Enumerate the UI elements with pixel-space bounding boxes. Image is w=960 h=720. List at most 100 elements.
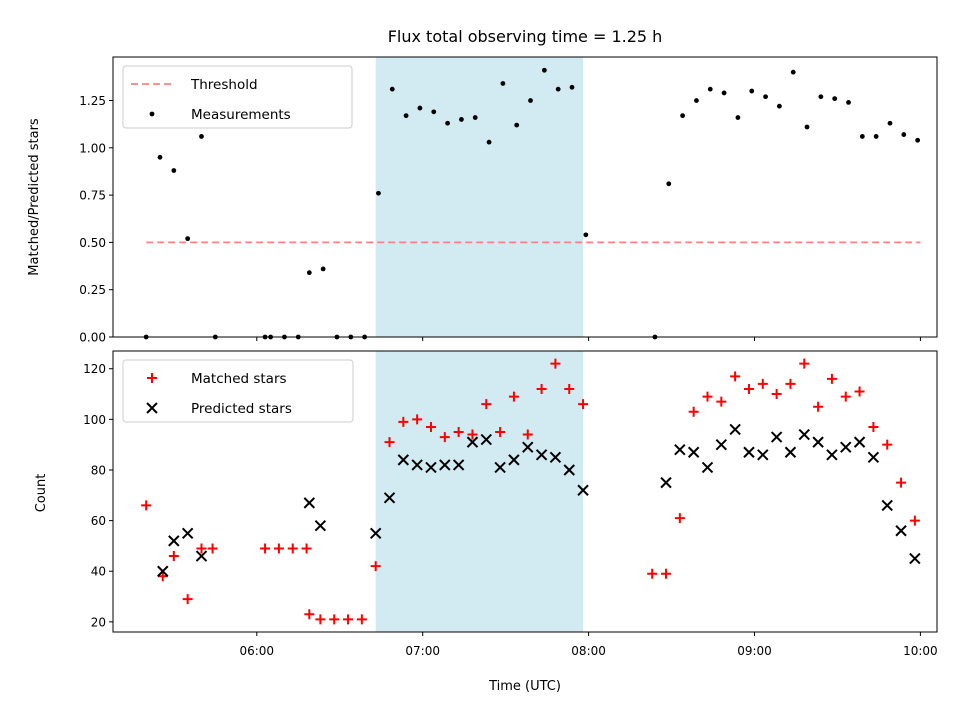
matched-star-marker: [260, 543, 271, 554]
measurement-point: [306, 270, 312, 276]
bottom-y-tick-label: 120: [83, 362, 106, 376]
measurement-point: [459, 117, 464, 122]
bottom-axes-frame: [112, 350, 938, 633]
matched-star-marker: [716, 396, 727, 407]
top-legend: Threshold Measurements: [122, 65, 353, 129]
measurement-point: [707, 86, 713, 92]
predicted-star-marker: [881, 499, 893, 512]
matched-star-marker: [702, 391, 713, 402]
measurement-point: [735, 115, 741, 120]
predicted-star-marker: [853, 436, 866, 448]
chart-title: Flux total observing time = 1.25 h: [388, 27, 663, 46]
measurement-point: [171, 168, 177, 173]
bottom-y-axis-label: Count: [34, 474, 49, 513]
x-tick-label: 06:00: [239, 644, 274, 658]
x-tick-label: 10:00: [903, 644, 938, 658]
top-y-tick-label: 0.50: [79, 236, 106, 250]
x-tick-label: 09:00: [737, 644, 772, 658]
measurement-point: [763, 94, 768, 100]
matched-star-marker: [771, 389, 782, 400]
top-legend-box: [122, 65, 353, 129]
predicted-star-marker: [770, 431, 783, 443]
matched-star-marker: [550, 358, 561, 369]
matched-star-marker: [207, 543, 218, 554]
bottom-y-tick-label: 40: [91, 565, 106, 579]
legend-label: Matched stars: [191, 371, 287, 387]
matched-star-marker: [757, 378, 768, 389]
matched-star-marker: [826, 373, 837, 384]
predicted-star-marker: [909, 552, 921, 565]
measurement-point: [666, 181, 672, 187]
measurement-point: [486, 139, 492, 145]
bottom-legend-box: [122, 359, 354, 423]
predicted-star-marker: [826, 449, 838, 461]
measurement-point: [887, 120, 893, 126]
x-tick-label: 08:00: [571, 644, 606, 658]
matched-star-marker: [785, 378, 796, 389]
top-axes-frame: [112, 56, 938, 338]
matched-star-marker: [661, 568, 672, 579]
predicted-star-marker: [466, 436, 479, 448]
matched-star-marker: [157, 571, 168, 582]
matched-star-marker: [730, 371, 741, 382]
bottom-legend: Matched stars Predicted stars: [122, 359, 354, 423]
matched-star-marker: [495, 427, 506, 438]
top-y-tick-label: 1.25: [79, 94, 106, 108]
measurement-point: [185, 236, 191, 242]
matched-star-marker: [564, 383, 575, 394]
measurement-point: [859, 134, 865, 139]
legend-measurement-swatch: [149, 111, 155, 117]
matched-star-marker: [356, 614, 367, 625]
matched-star-marker: [384, 437, 395, 448]
matched-star-marker: [182, 594, 193, 605]
measurement-point: [680, 113, 686, 119]
matched-star-marker: [315, 614, 326, 625]
matched-star-marker: [868, 421, 879, 432]
measurement-point: [846, 100, 851, 105]
measurement-point: [376, 190, 381, 196]
measurement-point: [417, 105, 423, 111]
x-tick-label: 07:00: [405, 644, 440, 658]
bottom-y-tick-label: 80: [91, 463, 106, 477]
matched-star-marker: [578, 399, 589, 410]
predicted-star-marker: [701, 461, 714, 474]
measurement-point: [749, 88, 755, 94]
measurement-point: [569, 84, 575, 90]
predicted-star-marker: [812, 436, 824, 448]
measurement-point: [776, 103, 782, 109]
matched-star-marker: [370, 561, 381, 572]
measurement-point: [790, 69, 796, 75]
predicted-star-marker: [674, 444, 686, 456]
matched-star-marker: [840, 391, 851, 402]
matched-star-marker: [882, 439, 893, 450]
matched-star-marker: [799, 358, 810, 369]
measurement-point: [445, 120, 450, 126]
measurement-point: [804, 124, 810, 130]
matched-star-marker: [854, 386, 865, 397]
predicted-star-marker: [743, 446, 755, 458]
predicted-star-marker: [383, 492, 396, 504]
top-y-axis-label: Matched/Predicted stars: [27, 118, 42, 276]
predicted-star-marker: [369, 527, 382, 539]
measurement-point: [915, 137, 921, 143]
matched-star-marker: [453, 427, 464, 438]
predicted-star-marker: [168, 535, 180, 547]
matched-star-marker: [304, 609, 315, 620]
measurement-point: [901, 132, 907, 137]
measurement-point: [832, 96, 838, 102]
predicted-star-marker: [397, 454, 410, 466]
measurement-point: [555, 86, 561, 92]
predicted-star-marker: [303, 497, 316, 509]
matched-star-marker: [647, 568, 658, 579]
predicted-star-marker: [729, 423, 741, 436]
ratio-panel: 0.00 0.25 0.50 0.75 1.00 1.25 Threshold Measure…: [79, 56, 938, 345]
matched-star-marker: [896, 477, 907, 488]
predicted-star-marker: [411, 459, 423, 471]
bottom-y-tick-label: 20: [91, 615, 106, 629]
predicted-star-marker: [522, 441, 534, 453]
matched-star-marker: [301, 543, 312, 554]
matched-star-marker: [287, 543, 298, 554]
predicted-star-marker: [314, 519, 327, 532]
measurement-point: [583, 232, 589, 238]
